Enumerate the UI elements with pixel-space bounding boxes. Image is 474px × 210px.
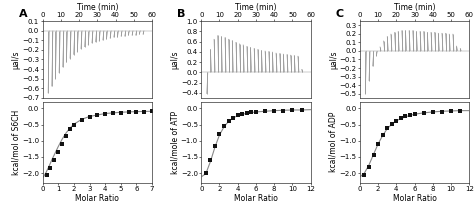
Point — [66, 128, 74, 131]
Point — [202, 171, 210, 175]
Point — [220, 125, 228, 128]
Point — [370, 154, 377, 157]
Point — [117, 111, 125, 114]
Point — [125, 110, 132, 114]
Y-axis label: kcal/mol of S6CH: kcal/mol of S6CH — [12, 110, 21, 175]
X-axis label: Molar Ratio: Molar Ratio — [234, 194, 278, 203]
Point — [456, 109, 464, 113]
X-axis label: Molar Ratio: Molar Ratio — [75, 194, 119, 203]
Point — [438, 110, 446, 113]
Point — [401, 114, 409, 118]
Point — [109, 112, 117, 115]
Point — [374, 142, 382, 146]
Point — [270, 109, 278, 113]
Point — [101, 113, 109, 116]
Text: C: C — [336, 9, 344, 20]
Point — [261, 110, 269, 113]
Point — [55, 150, 62, 154]
X-axis label: Time (min): Time (min) — [394, 3, 435, 12]
Point — [70, 123, 78, 126]
X-axis label: Time (min): Time (min) — [77, 3, 118, 12]
Point — [429, 110, 437, 114]
Y-axis label: kcal/mol of ADP: kcal/mol of ADP — [329, 112, 338, 172]
Point — [93, 114, 101, 117]
Point — [406, 113, 414, 117]
Point — [225, 120, 232, 123]
Point — [229, 116, 237, 120]
Point — [383, 127, 391, 130]
Point — [392, 119, 400, 122]
X-axis label: Time (min): Time (min) — [235, 3, 277, 12]
Point — [58, 142, 66, 146]
Point — [211, 144, 219, 147]
Y-axis label: μal/s: μal/s — [12, 50, 21, 69]
Point — [247, 110, 255, 114]
Point — [133, 110, 140, 114]
Point — [140, 110, 148, 113]
Point — [207, 158, 214, 162]
X-axis label: Molar Ratio: Molar Ratio — [392, 194, 437, 203]
Point — [361, 173, 368, 176]
Point — [388, 122, 396, 126]
Point — [243, 112, 251, 115]
Point — [365, 165, 373, 168]
Point — [298, 108, 305, 112]
Point — [216, 132, 223, 135]
Point — [51, 158, 58, 162]
Y-axis label: kcal/mole of ATP: kcal/mole of ATP — [170, 111, 179, 174]
Point — [148, 110, 156, 113]
Point — [289, 109, 296, 112]
Point — [62, 134, 70, 138]
Text: A: A — [18, 9, 27, 20]
Point — [238, 113, 246, 116]
Point — [280, 109, 287, 112]
Point — [397, 116, 405, 120]
Point — [447, 110, 455, 113]
Point — [379, 133, 386, 137]
Point — [411, 112, 419, 116]
Point — [234, 114, 242, 117]
Text: B: B — [177, 9, 186, 20]
Point — [78, 119, 85, 122]
Point — [43, 173, 50, 176]
Point — [86, 116, 93, 119]
Y-axis label: μal/s: μal/s — [171, 50, 179, 69]
Point — [252, 110, 260, 114]
Y-axis label: μal/s: μal/s — [329, 50, 338, 69]
Point — [46, 167, 54, 170]
Point — [420, 111, 428, 114]
